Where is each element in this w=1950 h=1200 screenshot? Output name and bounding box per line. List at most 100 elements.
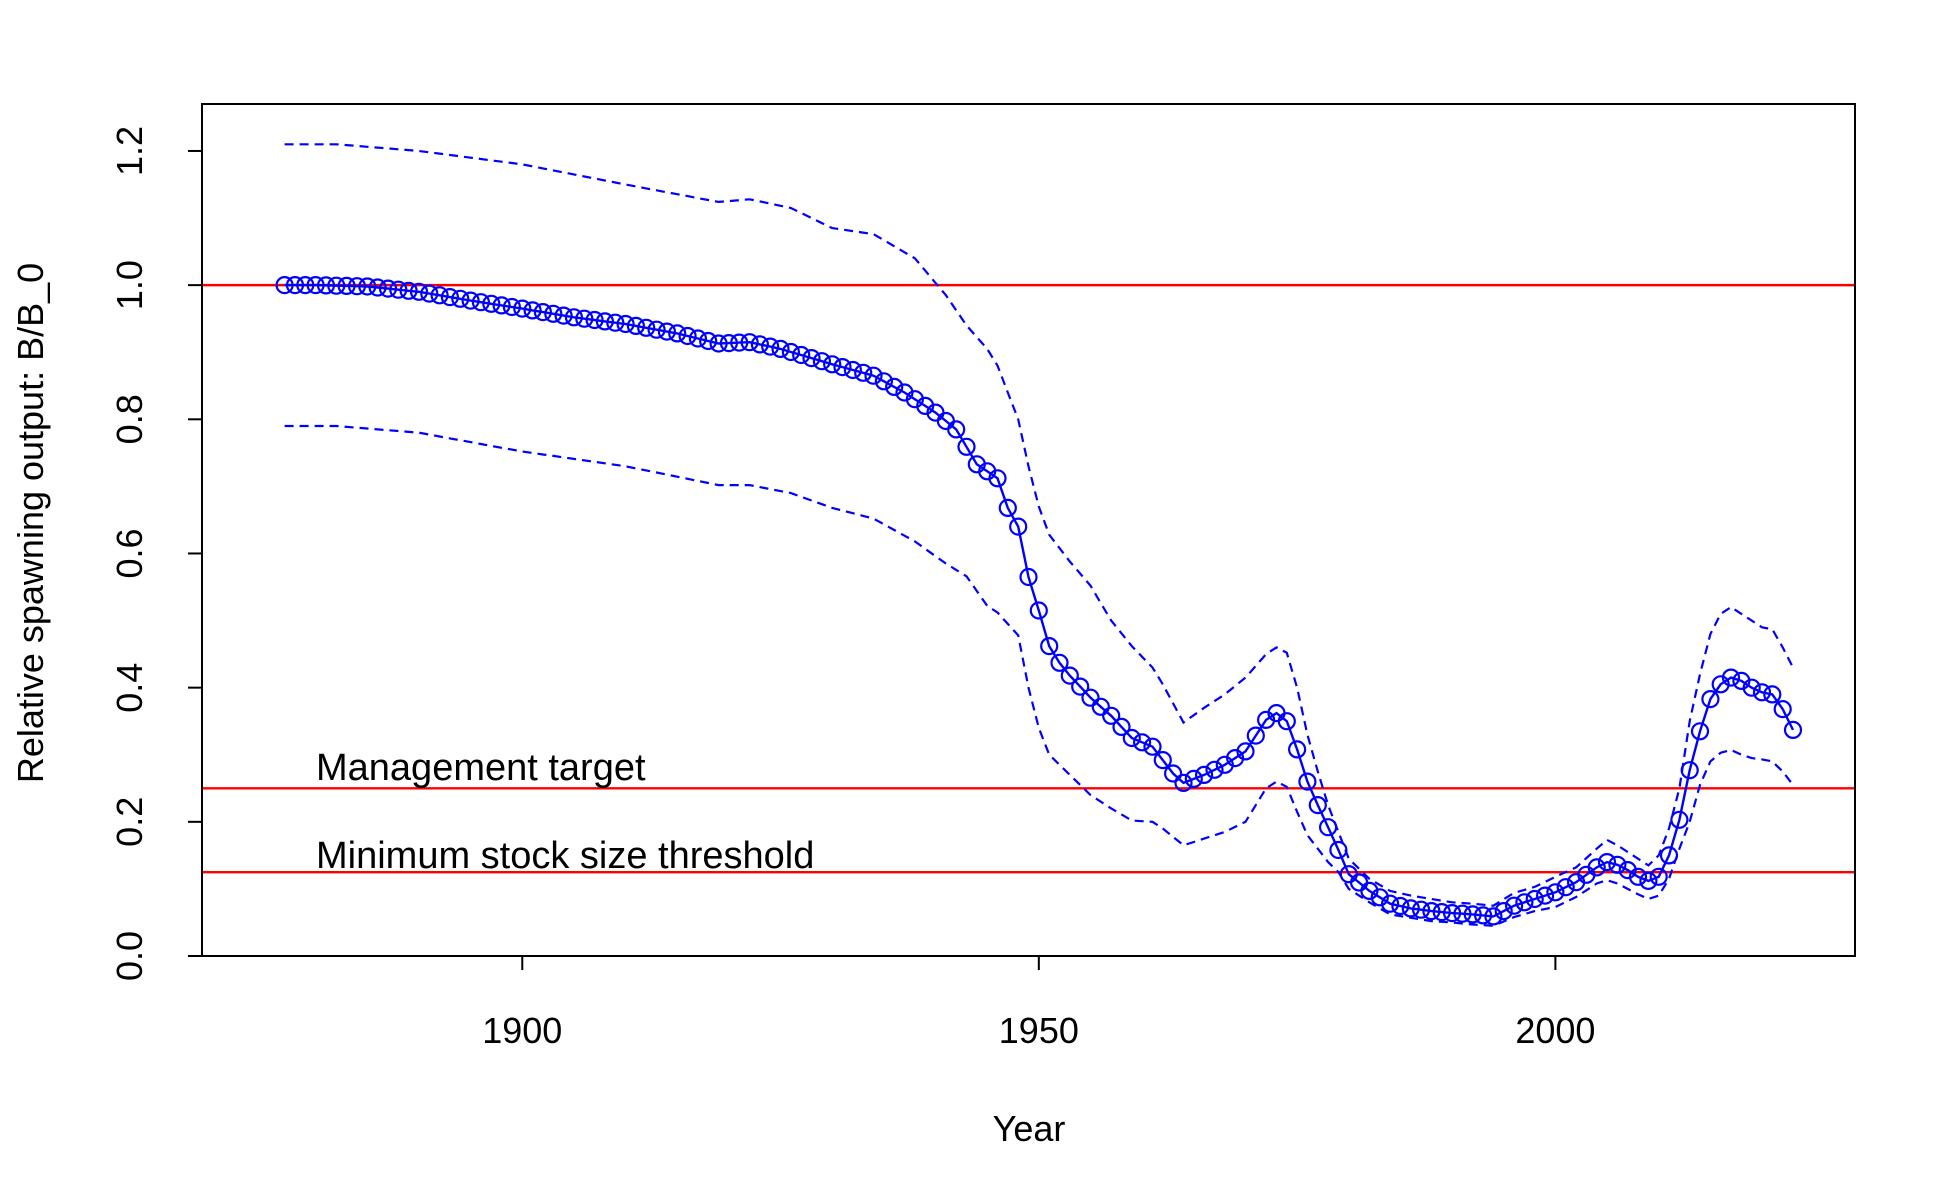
- management-target-label: Management target: [316, 747, 646, 789]
- data-point: [1763, 685, 1782, 704]
- data-point: [440, 288, 459, 307]
- data-point: [1639, 871, 1658, 891]
- data-point: [523, 301, 542, 320]
- minimum-stock-size-threshold-label: Minimum stock size threshold: [316, 835, 814, 877]
- data-point: [378, 279, 398, 298]
- data-point: [1318, 818, 1338, 837]
- data-point: [327, 276, 346, 295]
- data-point: [802, 349, 821, 368]
- data-point: [564, 308, 584, 327]
- data-point: [296, 276, 315, 295]
- data-point: [451, 289, 470, 308]
- data-point: [947, 420, 966, 439]
- data-point: [1153, 750, 1172, 770]
- data-point: [1009, 517, 1028, 536]
- data-point: [812, 352, 832, 371]
- data-point: [1174, 773, 1193, 793]
- data-point: [1535, 886, 1555, 905]
- data-point: [1432, 902, 1451, 922]
- data-point: [1370, 888, 1389, 907]
- data-point: [316, 276, 336, 295]
- y-tick-label: 0.6: [109, 528, 150, 578]
- data-point: [1515, 893, 1534, 912]
- x-tick-label: 1950: [999, 1010, 1079, 1051]
- data-point: [1360, 881, 1379, 901]
- data-point: [1721, 668, 1741, 687]
- data-point: [1690, 722, 1710, 741]
- y-tick-label: 0.0: [109, 931, 150, 981]
- data-point: [988, 469, 1007, 488]
- data-point: [1132, 733, 1152, 752]
- data-point: [1287, 740, 1307, 759]
- data-point: [1742, 678, 1761, 697]
- data-point: [854, 363, 873, 382]
- data-point: [1194, 765, 1214, 785]
- data-point: [1701, 689, 1720, 709]
- series-layer: [284, 143, 1795, 927]
- y-axis-title: Relative spawning output: B/B_0: [10, 263, 51, 783]
- data-point: [1236, 742, 1255, 761]
- data-point: [533, 303, 553, 322]
- data-point: [1143, 737, 1162, 756]
- data-point: [358, 277, 377, 296]
- data-point: [554, 306, 573, 325]
- data-point: [430, 286, 449, 305]
- data-point: [1783, 720, 1803, 740]
- data-point: [1411, 900, 1431, 919]
- data-point: [843, 360, 863, 380]
- confidence-bound-line-1: [284, 143, 1794, 907]
- x-tick-label: 1900: [482, 1010, 562, 1051]
- data-point: [1422, 901, 1441, 921]
- data-point: [1473, 906, 1493, 925]
- data-point: [1380, 894, 1400, 913]
- data-point: [1773, 699, 1792, 719]
- y-tick-label: 1.2: [109, 126, 150, 176]
- data-point: [750, 335, 770, 354]
- data-point: [595, 312, 615, 331]
- data-point: [492, 296, 511, 315]
- reference-labels: Management target Minimum stock size thr…: [316, 747, 814, 877]
- data-point: [833, 358, 852, 377]
- data-point: [1597, 852, 1617, 872]
- data-point: [1102, 706, 1121, 725]
- data-point: [1649, 867, 1668, 886]
- data-point: [1277, 712, 1296, 731]
- data-point: [792, 345, 811, 365]
- data-point: [874, 372, 894, 391]
- data-point: [368, 278, 387, 297]
- data-point: [285, 276, 305, 295]
- data-point: [1050, 653, 1069, 672]
- data-point: [306, 276, 325, 295]
- data-point: [1752, 683, 1772, 702]
- data-point: [1163, 764, 1183, 783]
- estimate-line: [284, 283, 1795, 918]
- data-point: [771, 339, 790, 358]
- x-tick-label: 2000: [1515, 1010, 1595, 1051]
- data-point: [1680, 761, 1699, 780]
- data-point: [399, 281, 418, 300]
- data-point: [337, 276, 356, 295]
- data-point: [1308, 795, 1327, 815]
- data-point: [1112, 717, 1131, 737]
- data-point: [885, 377, 904, 396]
- data-point: [1246, 726, 1265, 745]
- data-point: [1205, 760, 1224, 779]
- data-point: [719, 334, 739, 353]
- data-point: [1484, 907, 1503, 926]
- data-point: [1029, 601, 1048, 620]
- data-point: [1298, 772, 1317, 791]
- data-point: [781, 342, 801, 362]
- data-point: [998, 498, 1017, 517]
- data-point: [1546, 883, 1565, 902]
- data-point: [275, 276, 294, 295]
- data-point: [647, 320, 666, 339]
- data-point: [1391, 896, 1410, 916]
- data-point: [1504, 896, 1524, 915]
- data-point: [616, 314, 635, 334]
- data-point: [1442, 903, 1462, 923]
- data-point: [513, 299, 532, 318]
- confidence-bound-line-2: [284, 424, 1794, 927]
- data-point: [1184, 769, 1203, 789]
- data-point: [678, 326, 697, 346]
